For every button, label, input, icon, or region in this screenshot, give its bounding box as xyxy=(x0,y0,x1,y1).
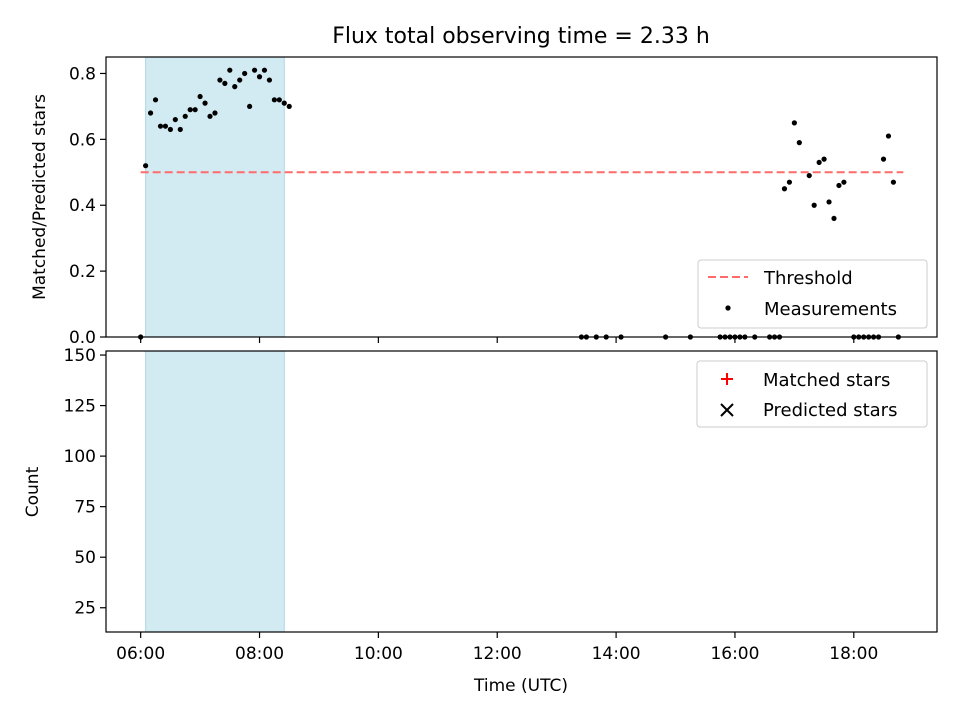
measurement-point xyxy=(182,113,188,119)
measurement-point xyxy=(821,156,827,162)
measurement-point xyxy=(162,123,169,129)
legend-predicted-label: Predicted stars xyxy=(763,400,897,421)
measurement-point xyxy=(826,199,832,205)
count-y-tick-label: 125 xyxy=(64,397,96,417)
ratio-y-tick-label: 0.6 xyxy=(69,130,96,150)
count-y-tick-label: 25 xyxy=(74,599,96,619)
measurement-point xyxy=(242,70,248,77)
count-panel-frame xyxy=(105,350,938,633)
ratio-panel: 0.00.20.40.60.8 Matched/Predicted stars … xyxy=(30,56,938,348)
measurement-point xyxy=(266,77,273,83)
legend-matched-label: Matched stars xyxy=(763,370,890,391)
x-tick-label: 16:00 xyxy=(710,644,759,664)
measurement-point xyxy=(806,172,812,179)
measurement-point xyxy=(831,215,837,222)
measurement-point xyxy=(796,140,802,146)
ratio-y-tick-label: 0.2 xyxy=(69,262,96,282)
legend-measurements-swatch xyxy=(725,305,731,311)
ratio-y-axis-label: Matched/Predicted stars xyxy=(30,94,50,300)
x-tick-label: 12:00 xyxy=(473,644,522,664)
ratio-legend-box xyxy=(697,259,928,329)
measurement-point xyxy=(217,77,223,83)
measurement-point xyxy=(177,126,183,133)
measurement-point xyxy=(237,77,243,83)
measurement-point xyxy=(880,156,887,162)
measurement-point xyxy=(167,126,173,133)
measurement-point xyxy=(192,107,198,113)
measurement-point xyxy=(212,110,218,116)
count-legend-box xyxy=(696,360,928,428)
count-panel: 25 50 75 100 125 150 06:00 08:00 10:00 12:00 14:0… xyxy=(23,346,938,696)
measurement-point xyxy=(781,186,788,192)
chart-title: Flux total observing time = 2.33 h xyxy=(332,24,710,49)
measurement-point xyxy=(251,67,258,73)
x-tick-label: 08:00 xyxy=(235,644,284,664)
measurement-point xyxy=(261,67,268,73)
observing-window-band xyxy=(145,350,285,633)
measurement-point xyxy=(786,179,793,185)
measurement-point xyxy=(836,182,842,189)
measurement-point xyxy=(885,133,892,139)
measurement-point xyxy=(202,100,208,106)
measurement-point xyxy=(816,159,822,166)
measurement-point xyxy=(187,107,193,113)
measurement-point xyxy=(222,80,228,86)
measurement-point xyxy=(256,74,263,80)
count-y-tick-label: 150 xyxy=(64,346,96,366)
ratio-y-tick-label: 0.8 xyxy=(69,64,96,84)
measurement-point xyxy=(286,103,292,110)
x-tick-label: 10:00 xyxy=(354,644,403,664)
measurement-point xyxy=(143,163,149,169)
x-tick-label: 18:00 xyxy=(829,644,878,664)
measurement-point xyxy=(271,97,277,103)
x-tick-label: 14:00 xyxy=(592,644,641,664)
measurement-point xyxy=(276,97,282,103)
legend-threshold-label: Threshold xyxy=(763,268,853,289)
legend-measurements-label: Measurements xyxy=(764,299,897,320)
measurement-point xyxy=(791,120,797,126)
ratio-panel-frame xyxy=(105,56,938,338)
measurement-point xyxy=(811,202,817,208)
observing-window-band xyxy=(145,56,285,338)
measurement-point xyxy=(197,93,203,100)
count-y-tick-label: 50 xyxy=(74,548,96,568)
count-legend: Matched stars Predicted stars xyxy=(696,360,928,428)
count-y-tick-label: 100 xyxy=(64,447,96,467)
measurement-point xyxy=(227,67,233,73)
x-axis-label: Time (UTC) xyxy=(473,676,568,696)
count-y-tick-label: 75 xyxy=(74,498,96,518)
measurement-point xyxy=(147,110,154,116)
legend-matched-swatch xyxy=(721,373,733,385)
ratio-y-tick-label: 0.4 xyxy=(69,196,96,216)
count-y-axis-label: Count xyxy=(23,466,43,517)
measurement-point xyxy=(890,179,897,185)
measurement-point xyxy=(172,116,178,123)
ratio-legend: Threshold Measurements xyxy=(697,259,928,329)
legend-predicted-swatch xyxy=(720,403,734,417)
measurement-point xyxy=(281,100,287,106)
measurement-point xyxy=(247,103,253,110)
measurement-point xyxy=(157,123,164,129)
measurement-point xyxy=(232,84,238,90)
measurement-point xyxy=(207,113,213,119)
ratio-y-tick-label: 0.0 xyxy=(69,328,96,348)
x-tick-label: 06:00 xyxy=(116,644,165,664)
measurement-point xyxy=(841,179,847,185)
measurement-point xyxy=(152,97,159,103)
